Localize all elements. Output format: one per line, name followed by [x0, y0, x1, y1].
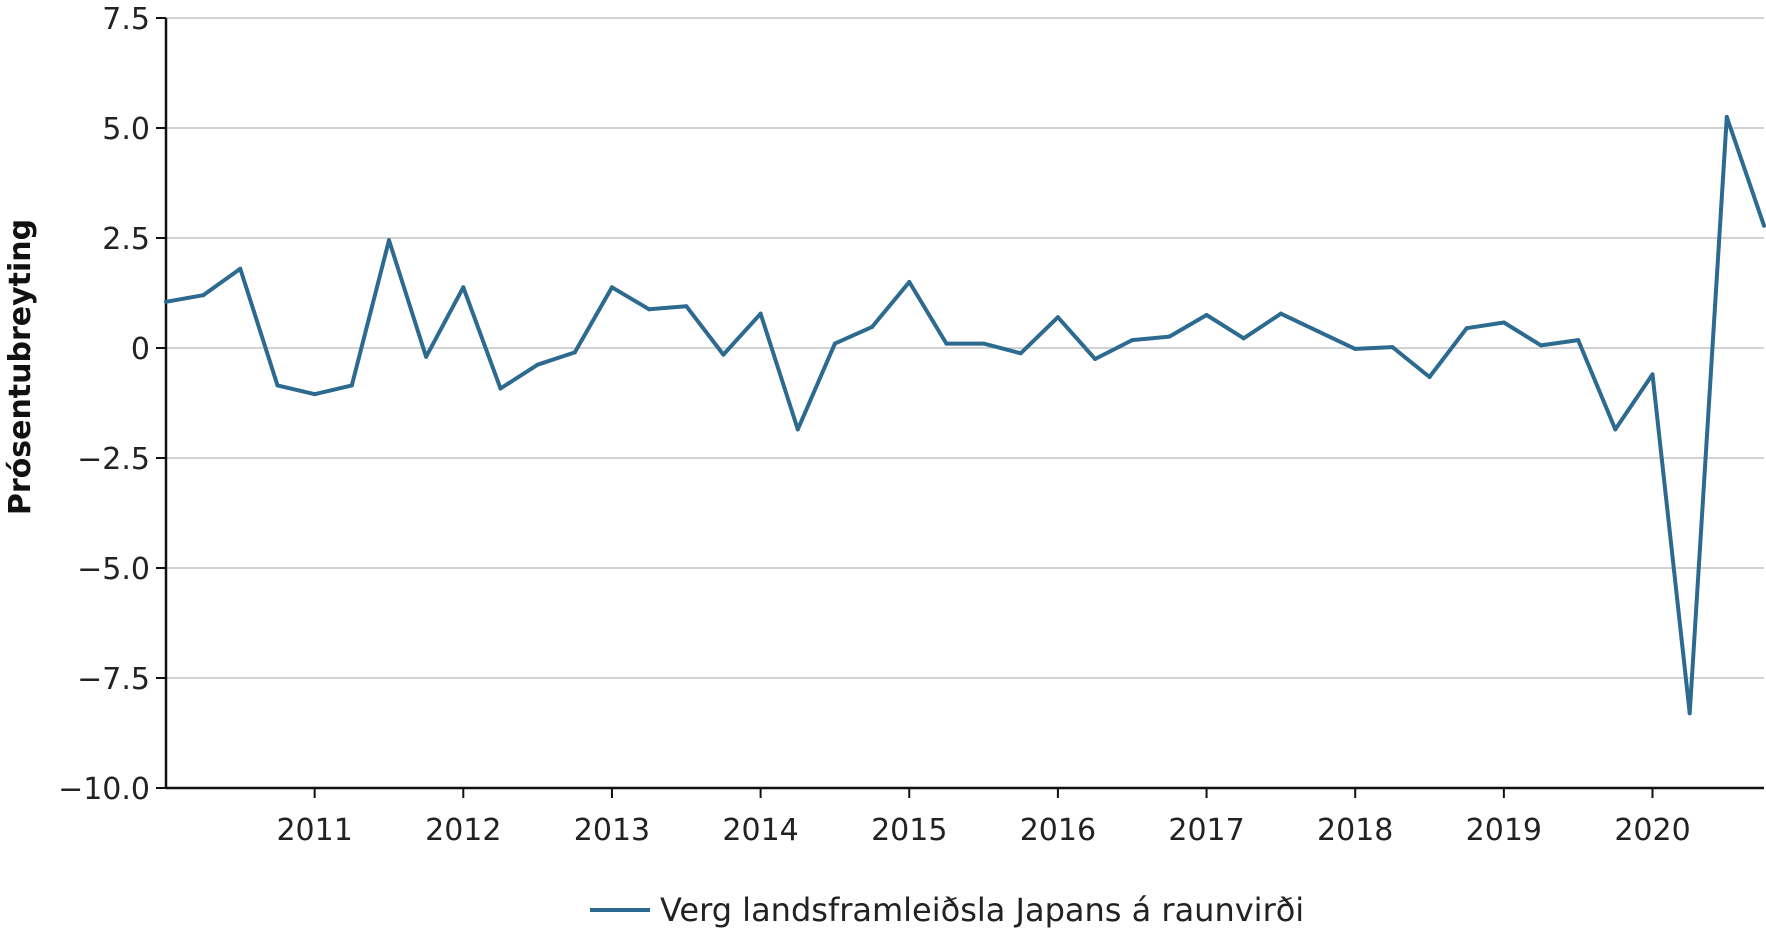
- data-point: [1576, 338, 1581, 343]
- x-axis-ticks: 2011 2012 2013 2014 2015 2016 2017 2018 2019 2020: [276, 788, 1691, 848]
- y-tick-label: −10.0: [58, 772, 150, 807]
- data-point: [1093, 357, 1098, 361]
- x-tick-label: 2011: [276, 813, 352, 848]
- data-point: [1539, 343, 1544, 348]
- x-tick-label: 2013: [574, 813, 650, 848]
- data-point: [275, 383, 280, 388]
- data-point: [721, 352, 726, 357]
- data-point: [461, 285, 466, 290]
- data-point: [1055, 315, 1060, 320]
- y-axis-ticks: 7.5 5.0 2.5 0 −2.5 −5.0 −7.5 −10.0: [58, 2, 166, 807]
- data-point: [1353, 346, 1358, 351]
- data-point: [832, 341, 837, 346]
- data-point: [1613, 427, 1618, 432]
- data-point: [1650, 372, 1655, 377]
- y-tick-label: 2.5: [102, 222, 150, 257]
- legend: Verg landsframleiðsla Japans á raunvirði: [590, 891, 1304, 929]
- y-tick-label: 0: [131, 332, 150, 367]
- data-point: [1130, 338, 1135, 343]
- data-point: [238, 266, 243, 271]
- y-tick-label: 7.5: [102, 2, 150, 37]
- x-tick-label: 2015: [871, 813, 947, 848]
- data-point: [870, 324, 875, 329]
- y-axis-label: Prósentubreyting: [3, 219, 38, 515]
- x-tick-label: 2014: [722, 813, 798, 848]
- x-tick-label: 2016: [1020, 813, 1096, 848]
- data-point: [795, 427, 800, 432]
- data-point: [758, 311, 763, 316]
- data-point: [1316, 329, 1321, 334]
- data-point: [1018, 351, 1023, 356]
- data-point: [1762, 223, 1766, 228]
- series-points: [164, 115, 1766, 716]
- data-point: [609, 285, 614, 290]
- data-point: [498, 386, 503, 391]
- data-point: [1241, 336, 1246, 341]
- data-point: [424, 354, 429, 359]
- data-point: [349, 383, 354, 388]
- data-point: [1464, 326, 1469, 331]
- data-point: [684, 304, 689, 309]
- x-tick-label: 2017: [1168, 813, 1244, 848]
- data-point: [1501, 320, 1506, 325]
- legend-label: Verg landsframleiðsla Japans á raunvirði: [660, 891, 1304, 929]
- data-point: [1167, 334, 1172, 339]
- data-point: [312, 392, 317, 397]
- data-point: [1724, 115, 1729, 119]
- y-tick-label: −7.5: [77, 662, 150, 697]
- y-tick-label: 5.0: [102, 112, 150, 147]
- data-point: [1390, 345, 1395, 350]
- y-tick-label: −5.0: [77, 552, 150, 587]
- gridlines: [166, 17, 1764, 679]
- data-point: [1278, 311, 1283, 316]
- data-point: [1687, 711, 1692, 716]
- series-line: [164, 115, 1766, 716]
- data-point: [201, 293, 206, 298]
- x-tick-label: 2012: [425, 813, 501, 848]
- y-tick-label: −2.5: [77, 442, 150, 477]
- data-point: [647, 307, 652, 312]
- x-tick-label: 2020: [1614, 813, 1690, 848]
- x-tick-label: 2018: [1317, 813, 1393, 848]
- data-point: [1204, 313, 1209, 317]
- data-point: [164, 299, 168, 304]
- x-tick-label: 2019: [1466, 813, 1542, 848]
- data-point: [907, 280, 912, 284]
- data-point: [981, 341, 986, 346]
- data-point: [386, 238, 391, 243]
- data-point: [1427, 375, 1432, 380]
- data-point: [535, 362, 540, 367]
- data-point: [572, 350, 577, 355]
- data-point: [944, 341, 949, 346]
